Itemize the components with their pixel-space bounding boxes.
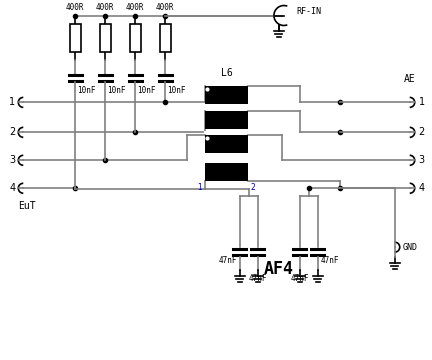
Text: 10nF: 10nF [107,86,126,95]
Text: 47nF: 47nF [219,256,237,265]
Bar [205,135,248,153]
Bar [205,111,248,129]
Text: 10nF: 10nF [137,86,156,95]
Text: 400R: 400R [126,3,144,12]
Text: 47nF: 47nF [291,274,309,283]
Text: 400R: 400R [66,3,85,12]
Text: 4: 4 [9,183,15,193]
Text: RF-IN: RF-IN [296,7,321,16]
Text: 1: 1 [419,97,425,107]
Text: 2: 2 [251,183,256,192]
Bar [100,24,111,52]
Text: 3: 3 [419,155,425,165]
Text: 47nF: 47nF [249,274,267,283]
Text: 3: 3 [9,155,15,165]
Bar [130,24,140,52]
Bar [159,24,171,52]
Text: 4: 4 [419,183,425,193]
Bar [70,24,81,52]
Bar [205,163,248,181]
Text: 1: 1 [9,97,15,107]
Text: L6: L6 [221,68,232,78]
Text: AE: AE [404,75,416,84]
Text: 47nF: 47nF [321,256,340,265]
Text: 400R: 400R [156,3,175,12]
Text: 400R: 400R [96,3,114,12]
Text: AF4: AF4 [264,260,294,278]
Text: 1: 1 [197,183,202,192]
Text: 10nF: 10nF [77,86,96,95]
Text: 10nF: 10nF [167,86,186,95]
Text: 2: 2 [9,127,15,137]
Text: EuT: EuT [18,201,36,211]
Text: GND: GND [403,243,418,252]
Text: 2: 2 [419,127,425,137]
Bar [205,86,248,104]
